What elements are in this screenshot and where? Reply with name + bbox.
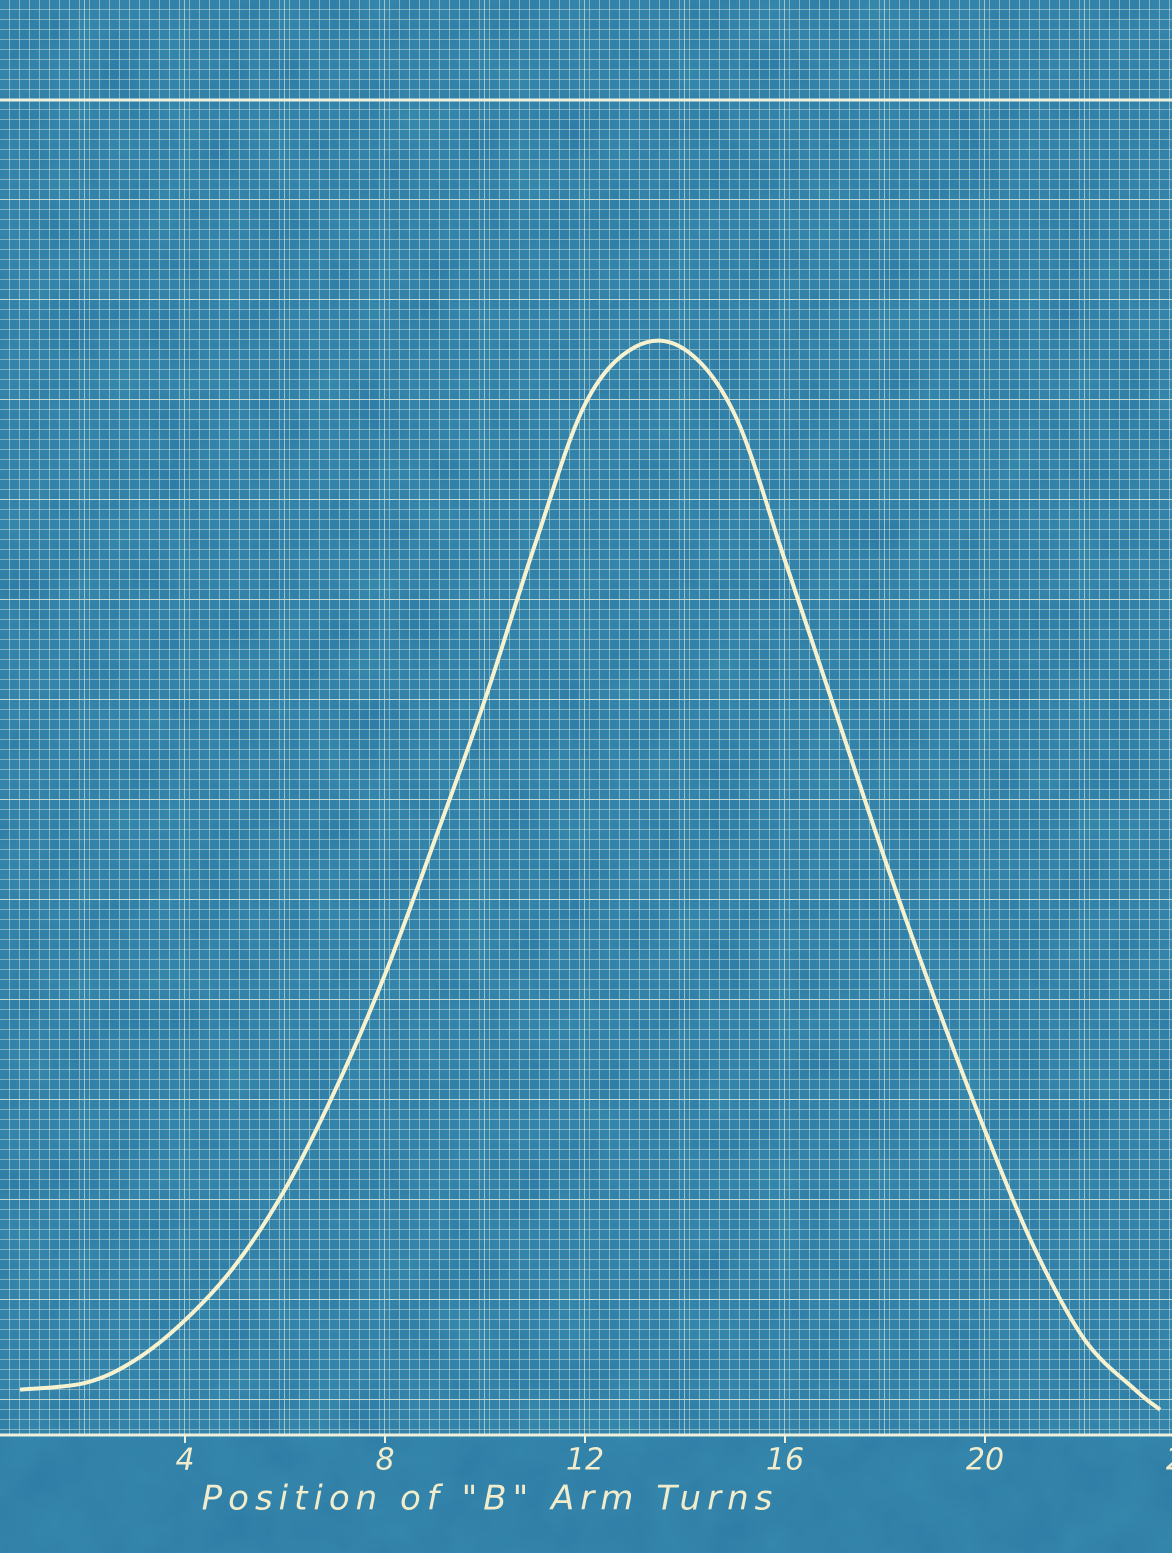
x-tick-label: 4: [175, 1443, 194, 1478]
x-tick-label: 8: [375, 1443, 394, 1478]
x-tick-label: 24: [1166, 1443, 1172, 1478]
x-axis-label: Position of "B" Arm Turns: [202, 1479, 779, 1519]
page: Position of "B" Arm Turns 4812162024 (()…: [0, 0, 1172, 1553]
x-tick-label: 12: [566, 1443, 604, 1478]
major-grid: [0, 0, 1172, 1435]
x-tick-label: 20: [966, 1443, 1004, 1478]
chart: Position of "B" Arm Turns 4 8 12 16 20 24: [0, 0, 1172, 1553]
x-tick-label: 16: [766, 1443, 804, 1478]
